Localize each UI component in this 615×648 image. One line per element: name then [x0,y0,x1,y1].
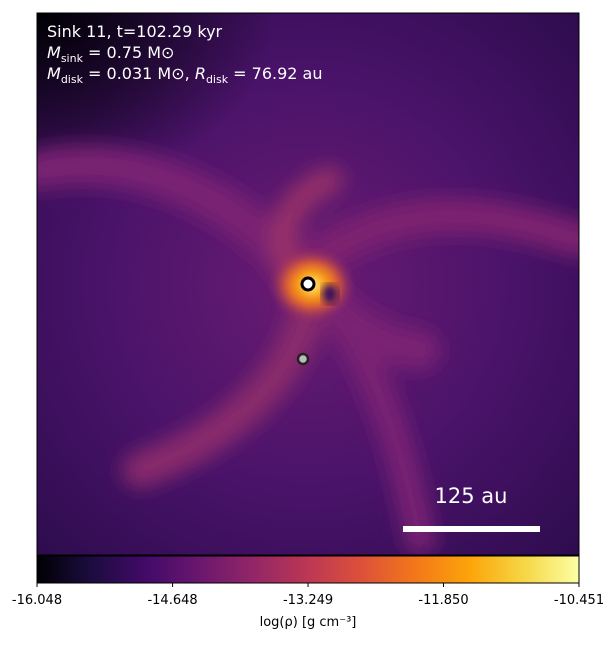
symbol: M [47,43,61,62]
colorbar-label: log(ρ) [g cm⁻³] [260,615,357,630]
symbol: M [47,64,61,83]
annotation: Mdisk = 0.031 M⊙, Rdisk = 76.92 au [47,64,323,86]
x-tick-label: -11.850 [418,593,468,608]
annotation: Msink = 0.75 M⊙ [47,43,174,65]
sink-particle [296,352,310,366]
scale-bar-label: 125 au [435,484,508,508]
annotation-text: = 0.031 M⊙, [83,64,195,83]
subscript: sink [61,52,84,65]
x-tick-label: -14.648 [147,593,197,608]
scale-bar [403,526,540,532]
x-tick-label: -10.451 [554,593,604,608]
x-tick-label: -16.048 [12,593,62,608]
annotation: Sink 11, t=102.29 kyr [47,22,223,41]
x-tick-label: -13.249 [283,593,333,608]
symbol: R [195,64,206,83]
annotation-text: = 0.75 M⊙ [83,43,175,62]
subscript: disk [206,73,229,86]
annotation-text: = 76.92 au [228,64,322,83]
subscript: disk [61,73,84,86]
sink-particle [300,276,316,292]
plot-frame [36,12,580,556]
colorbar [36,555,580,584]
